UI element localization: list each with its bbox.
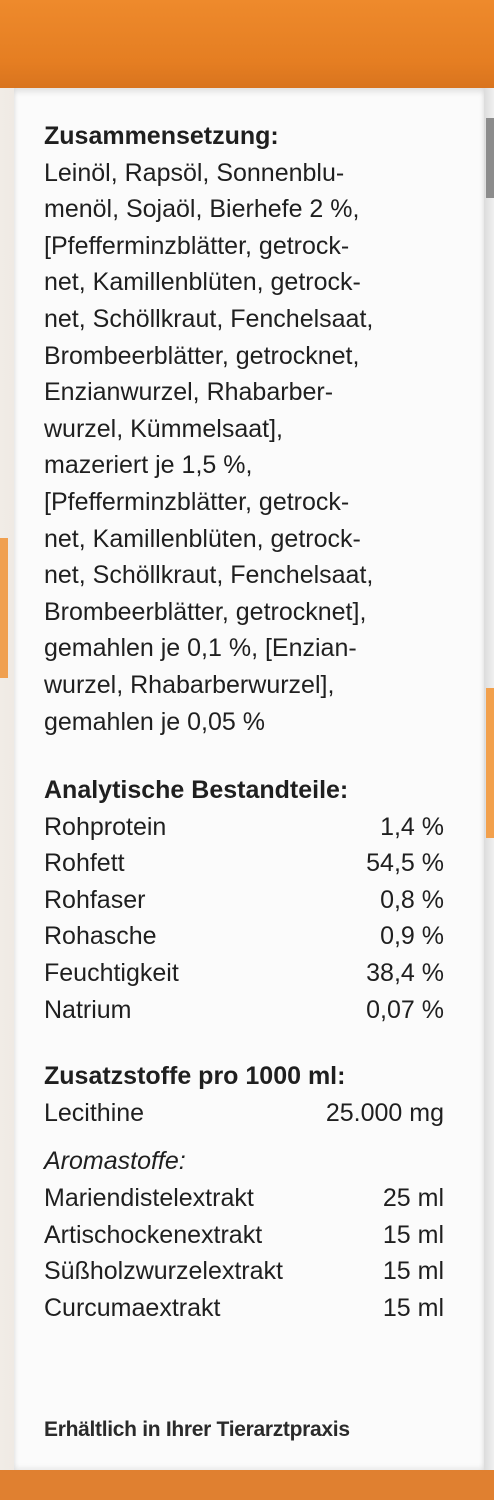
analytics-name: Feuchtigkeit — [44, 959, 179, 988]
analytics-row: Rohasche 0,9 % — [44, 918, 444, 955]
analytics-value: 38,4 % — [366, 959, 444, 988]
analytics-row: Rohfett 54,5 % — [44, 845, 444, 882]
footer-availability-note: Erhältlich in Ihrer Tierarztpraxis — [44, 1418, 350, 1441]
additive-row: Lecithine 25.000 mg — [44, 1095, 444, 1132]
left-orange-accent — [0, 538, 8, 678]
analytics-table: Rohprotein 1,4 % Rohfett 54,5 % Rohfaser 0,… — [44, 809, 444, 1029]
additive-name: Lecithine — [44, 1098, 145, 1127]
composition-line: [Pfefferminzblätter, getrock- — [44, 487, 350, 516]
label-content: Zusammensetzung: Leinöl, Rapsöl, Sonnenb… — [44, 118, 444, 1326]
analytics-name: Rohfett — [44, 849, 125, 878]
analytics-value: 0,07 % — [366, 995, 444, 1024]
top-orange-band — [0, 0, 494, 88]
composition-line: [Pfefferminzblätter, getrock- — [44, 231, 350, 260]
composition-line: Enzianwurzel, Rhabarber- — [44, 378, 334, 407]
analytics-name: Rohasche — [44, 922, 157, 951]
analytics-row: Natrium 0,07 % — [44, 992, 444, 1029]
composition-line: net, Kamillenblüten, getrock- — [44, 524, 361, 553]
analytics-name: Rohprotein — [44, 812, 167, 841]
composition-line: mazeriert je 1,5 %, — [44, 451, 253, 480]
additive-value: 25.000 mg — [325, 1098, 444, 1127]
aroma-heading: Aromastoffe: — [44, 1147, 186, 1176]
analytics-value: 1,4 % — [380, 812, 444, 841]
analytics-value: 0,9 % — [380, 922, 444, 951]
analytics-row: Rohprotein 1,4 % — [44, 809, 444, 846]
right-edge-strip — [484, 88, 494, 1470]
composition-text: Leinöl, Rapsöl, Sonnenblu- menöl, Sojaöl… — [44, 155, 444, 741]
aroma-name: Süßholzwurzelextrakt — [44, 1257, 283, 1286]
composition-line: wurzel, Rhabarberwurzel], — [44, 670, 335, 699]
additives-heading: Zusatzstoffe pro 1000 ml: — [44, 1062, 346, 1091]
composition-line: net, Schöllkraut, Fenchelsaat, — [44, 561, 374, 590]
composition-line: wurzel, Kümmelsaat], — [44, 414, 283, 443]
bottom-orange-band — [0, 1470, 494, 1500]
aroma-table: Mariendistelextrakt 25 ml Artischockenext… — [44, 1180, 444, 1326]
analytics-value: 54,5 % — [366, 849, 444, 878]
analytics-value: 0,8 % — [380, 885, 444, 914]
composition-line: gemahlen je 0,1 %, [Enzian- — [44, 634, 357, 663]
aroma-value: 15 ml — [382, 1257, 444, 1286]
right-grey-tab — [486, 118, 494, 198]
aroma-row: Mariendistelextrakt 25 ml — [44, 1180, 444, 1217]
aroma-row: Artischockenextrakt 15 ml — [44, 1217, 444, 1254]
right-orange-tab — [486, 688, 494, 838]
composition-line: Brombeerblätter, getrocknet], — [44, 597, 367, 626]
composition-line: net, Kamillenblüten, getrock- — [44, 268, 361, 297]
composition-heading: Zusammensetzung: — [44, 122, 279, 150]
analytics-heading: Analytische Bestandteile: — [44, 776, 349, 805]
additives-table: Lecithine 25.000 mg — [44, 1095, 444, 1132]
left-edge-strip — [0, 88, 14, 1470]
aroma-value: 15 ml — [382, 1220, 444, 1249]
analytics-name: Natrium — [44, 995, 132, 1024]
composition-line: Brombeerblätter, getrocknet, — [44, 341, 360, 370]
composition-line: menöl, Sojaöl, Bierhefe 2 %, — [44, 195, 360, 224]
analytics-name: Rohfaser — [44, 885, 146, 914]
aroma-row: Süßholzwurzelextrakt 15 ml — [44, 1253, 444, 1290]
aroma-name: Curcumaextrakt — [44, 1293, 221, 1322]
label-panel — [14, 88, 484, 1470]
composition-line: net, Schöllkraut, Fenchelsaat, — [44, 304, 374, 333]
aroma-name: Artischockenextrakt — [44, 1220, 263, 1249]
composition-line: gemahlen je 0,05 % — [44, 707, 265, 736]
aroma-row: Curcumaextrakt 15 ml — [44, 1290, 444, 1327]
analytics-row: Rohfaser 0,8 % — [44, 882, 444, 919]
composition-line: Leinöl, Rapsöl, Sonnenblu- — [44, 158, 345, 187]
aroma-value: 15 ml — [382, 1293, 444, 1322]
aroma-value: 25 ml — [382, 1184, 444, 1213]
aroma-name: Mariendistelextrakt — [44, 1184, 254, 1213]
analytics-row: Feuchtigkeit 38,4 % — [44, 955, 444, 992]
